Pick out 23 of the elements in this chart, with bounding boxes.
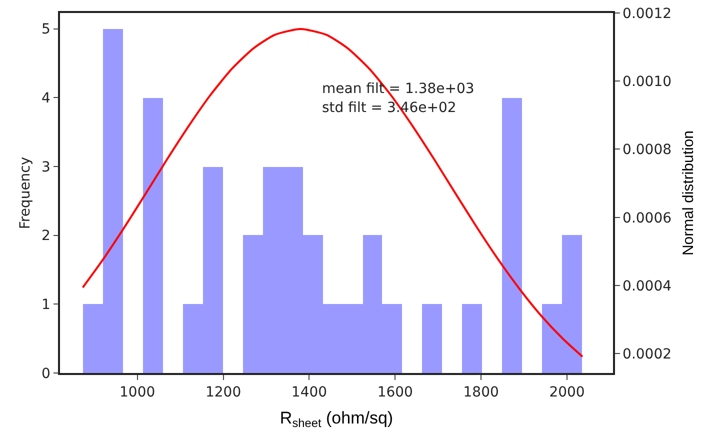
x-tick-label: 1800 <box>463 384 499 401</box>
x-tick-label: 1600 <box>377 384 413 401</box>
y2-tick-label: 0.0004 <box>622 278 672 294</box>
y-axis-title: Frequency <box>18 156 34 230</box>
annotation: mean filt = 1.38e+03 <box>322 81 474 97</box>
y-tick-label: 4 <box>42 90 51 107</box>
y-tick-label: 2 <box>42 228 50 244</box>
y2-tick-label: 0.0010 <box>622 74 672 90</box>
x-tick-label: 1000 <box>120 384 156 401</box>
y-tick-label: 3 <box>42 159 50 176</box>
x-axis-title: R$_{sheet}$ (ohm/sq) <box>280 408 394 430</box>
y2-tick-label: 0.0006 <box>622 210 672 226</box>
y-tick-label: 0 <box>42 366 50 382</box>
y2-axis-title: Normal distribution <box>680 130 698 256</box>
y2-tick-label: 0.0002 <box>622 346 672 362</box>
y-tick-label: 1 <box>42 297 50 314</box>
x-tick-label: 2000 <box>549 384 585 401</box>
line-series <box>82 28 584 358</box>
x-tick-label: 1400 <box>291 384 328 401</box>
y2-tick-label: 0.0012 <box>622 6 672 22</box>
y-tick-label: 5 <box>42 22 50 38</box>
x-tick-label: 1200 <box>205 384 242 401</box>
y2-tick-label: 0.0008 <box>622 142 672 158</box>
